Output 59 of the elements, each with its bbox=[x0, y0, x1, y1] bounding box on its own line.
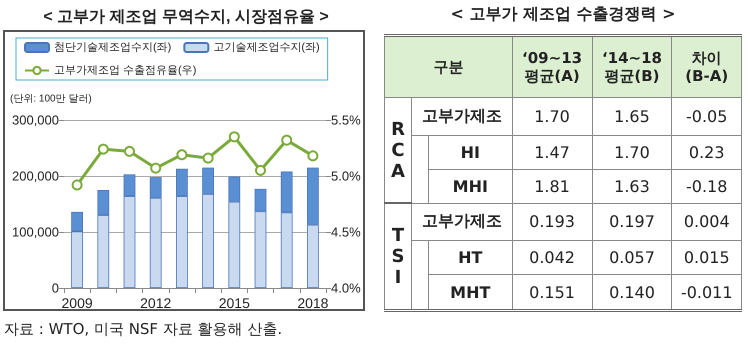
text: 0.193 bbox=[529, 212, 575, 232]
text: 1.47 bbox=[534, 142, 570, 162]
text: 0.004 bbox=[684, 212, 730, 232]
point bbox=[255, 164, 266, 176]
text: 0.140 bbox=[609, 282, 655, 302]
point bbox=[98, 144, 109, 155]
text: 1.81 bbox=[534, 176, 570, 196]
text: 0.042 bbox=[529, 248, 575, 268]
category-label: ‘14~18 평균(B) bbox=[592, 36, 672, 98]
point bbox=[228, 131, 240, 142]
y2-tick-label: 4.5% bbox=[331, 224, 362, 240]
text: < 고부가 제조업 수출경쟁력 > bbox=[449, 4, 677, 25]
y2-tick-label: 4.0% bbox=[331, 280, 362, 296]
point bbox=[307, 150, 318, 162]
text: 1.63 bbox=[614, 176, 650, 196]
category-label: 고부가제조 bbox=[422, 211, 502, 230]
category-label: MHI bbox=[452, 176, 488, 196]
chart-title: < 고부가 제조업 무역수지, 시장점유율 > bbox=[43, 8, 329, 26]
y2-tick-label: 5.0% bbox=[331, 168, 362, 184]
y-tick-label: 300,000 bbox=[12, 112, 59, 128]
category-label: HI bbox=[460, 142, 480, 162]
text: RCA bbox=[384, 98, 412, 204]
legend-label: 고부가제조업 수출점유율(우) bbox=[54, 64, 196, 76]
category-label: HT bbox=[458, 248, 482, 268]
legend-label: 고기술제조업수지(좌) bbox=[213, 42, 320, 54]
y2-tick-label: 5.5% bbox=[331, 112, 362, 128]
x-tick-label: 2009 bbox=[62, 295, 93, 311]
text: 1.65 bbox=[614, 106, 650, 126]
point bbox=[124, 146, 135, 157]
point bbox=[176, 149, 188, 160]
text: -0.18 bbox=[686, 176, 728, 196]
text: 0.197 bbox=[609, 212, 655, 232]
point bbox=[72, 179, 83, 190]
category-label: 차이 (B-A) bbox=[672, 36, 742, 98]
text: 0.151 bbox=[529, 282, 575, 302]
y-tick-label: 200,000 bbox=[12, 168, 59, 184]
category-label: ‘09~13 평균(A) bbox=[512, 36, 592, 98]
y-tick-label: 0 bbox=[52, 280, 59, 296]
y-tick-label: 100,000 bbox=[12, 224, 59, 240]
x-tick-label: 2018 bbox=[297, 295, 329, 311]
text: 1.70 bbox=[534, 106, 570, 126]
category-label: 구분 bbox=[384, 36, 512, 98]
text: 0.057 bbox=[609, 248, 655, 268]
text: (단위: 100만 달러) bbox=[10, 94, 92, 104]
text: -0.011 bbox=[680, 282, 732, 302]
x-tick-label: 2015 bbox=[218, 295, 250, 311]
point bbox=[281, 134, 292, 146]
text: 1.70 bbox=[614, 142, 650, 162]
legend-label: 첨단기술제조업수지(좌) bbox=[54, 42, 172, 54]
text: TSI bbox=[384, 203, 412, 310]
x-tick-label: 2012 bbox=[140, 295, 172, 311]
text: 0.23 bbox=[688, 142, 725, 162]
text: -0.05 bbox=[686, 106, 728, 126]
point bbox=[150, 162, 162, 174]
point bbox=[202, 152, 214, 164]
category-label: MHT bbox=[450, 282, 490, 302]
text: 자료 : WTO, 미국 NSF 자료 활용해 산출. bbox=[4, 320, 282, 339]
category-label: 고부가제조 bbox=[422, 106, 502, 125]
text: 0.015 bbox=[684, 248, 730, 268]
